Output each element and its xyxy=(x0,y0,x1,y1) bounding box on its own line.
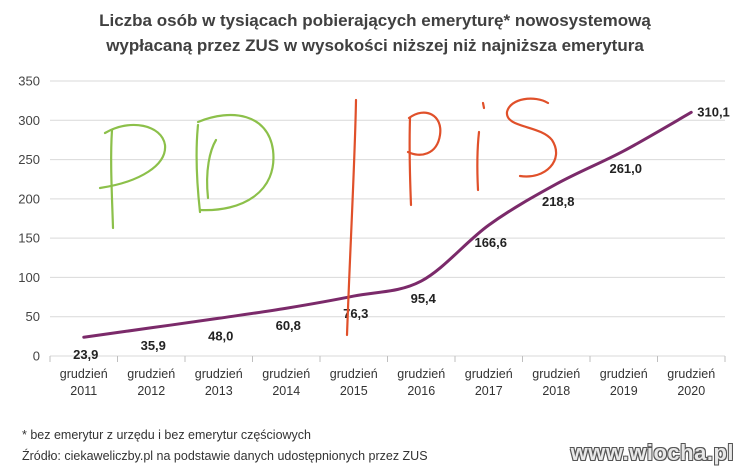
y-tick-label: 250 xyxy=(18,152,40,167)
handwritten-stroke xyxy=(195,123,202,214)
data-label: 76,3 xyxy=(343,306,368,321)
x-tick-label: grudzień 2018 xyxy=(532,367,580,398)
handwritten-stroke xyxy=(110,128,115,230)
handwritten-stroke xyxy=(206,138,218,200)
data-label: 60,8 xyxy=(276,318,301,333)
data-label: 310,1 xyxy=(697,104,730,119)
data-label: 261,0 xyxy=(609,161,642,176)
handwritten-stroke xyxy=(345,98,358,337)
footnote-asterisk: * bez emerytur z urzędu i bez emerytur c… xyxy=(22,428,311,442)
footnote-source: Źródło: ciekaweliczby.pl na podstawie da… xyxy=(22,449,428,463)
x-tick-label: grudzień 2014 xyxy=(262,367,310,398)
data-label: 23,9 xyxy=(73,347,98,362)
y-tick-label: 100 xyxy=(18,270,40,285)
data-label: 95,4 xyxy=(411,291,437,306)
handwritten-stroke xyxy=(476,130,481,192)
y-tick-label: 150 xyxy=(18,231,40,246)
chart-title-line-2: wypłacaną przez ZUS w wysokości niższej … xyxy=(106,36,644,55)
y-tick-label: 350 xyxy=(18,74,40,89)
x-tick-label: grudzień 2012 xyxy=(127,367,175,398)
chart-title-line-1: Liczba osób w tysiącach pobierających em… xyxy=(99,11,651,30)
x-tick-label: grudzień 2020 xyxy=(667,367,715,398)
y-tick-label: 200 xyxy=(18,191,40,206)
handwritten-stroke xyxy=(481,101,486,110)
y-tick-label: 0 xyxy=(33,349,40,364)
handwritten-stroke xyxy=(505,97,558,178)
handwritten-po xyxy=(98,114,275,230)
x-tick-label: grudzień 2016 xyxy=(397,367,445,398)
data-label: 218,8 xyxy=(542,194,575,209)
data-label: 166,6 xyxy=(474,235,507,250)
handwritten-stroke xyxy=(406,111,442,156)
handwritten-stroke xyxy=(98,123,167,190)
chart-title: Liczba osób w tysiącach pobierających em… xyxy=(0,8,750,58)
y-tick-label: 300 xyxy=(18,113,40,128)
x-tick-label: grudzień 2015 xyxy=(330,367,378,398)
handwritten-stroke xyxy=(196,114,275,212)
data-label: 35,9 xyxy=(141,338,166,353)
x-tick-label: grudzień 2013 xyxy=(195,367,243,398)
x-tick-label: grudzień 2017 xyxy=(465,367,513,398)
handwritten-stroke xyxy=(408,116,413,207)
handwritten-pis xyxy=(345,97,558,337)
y-tick-label: 50 xyxy=(26,309,40,324)
data-label: 48,0 xyxy=(208,328,233,343)
watermark: www.wiocha.pl xyxy=(570,440,734,465)
series-line xyxy=(82,110,693,339)
x-tick-label: grudzień 2011 xyxy=(60,367,108,398)
x-tick-label: grudzień 2019 xyxy=(600,367,648,398)
